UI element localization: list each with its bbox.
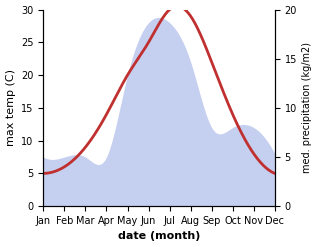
X-axis label: date (month): date (month) (118, 231, 200, 242)
Y-axis label: max temp (C): max temp (C) (5, 69, 16, 146)
Y-axis label: med. precipitation (kg/m2): med. precipitation (kg/m2) (302, 42, 313, 173)
